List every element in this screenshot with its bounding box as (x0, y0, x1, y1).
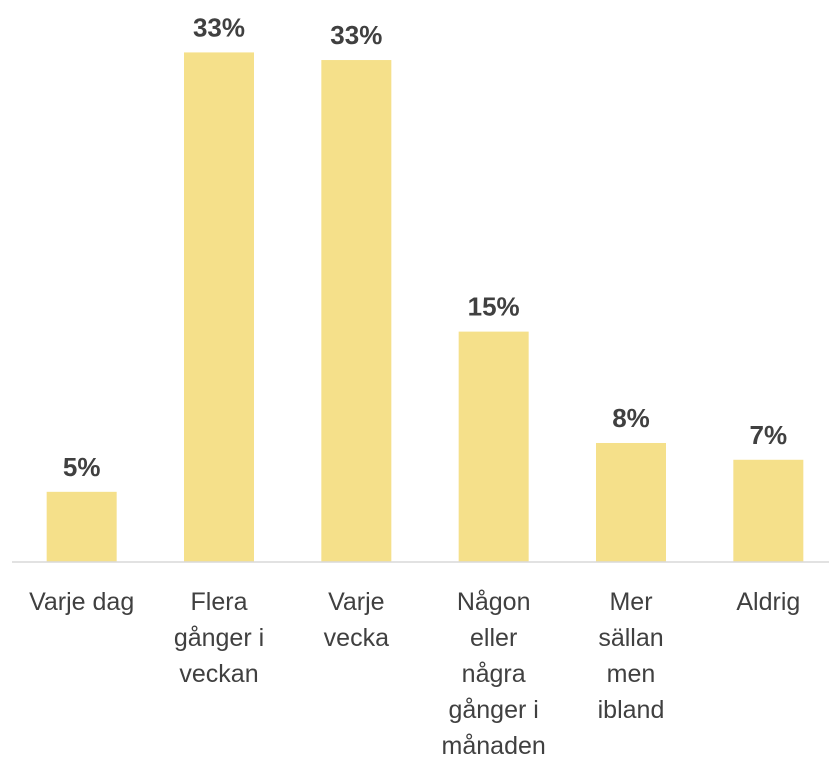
bar (321, 60, 392, 562)
x-tick-label: Flera gånger i veckan (173, 588, 265, 688)
bar (596, 442, 666, 562)
data-label: 15% (468, 292, 520, 322)
bar (46, 491, 117, 562)
x-tick-label: Varje dag (29, 588, 135, 616)
x-tick-label: Mer sällan men ibland (597, 588, 665, 724)
data-label: 33% (193, 12, 245, 42)
bar (733, 459, 804, 562)
data-label: 5% (63, 452, 101, 482)
x-tick-label: Någon eller några gånger i månaden (441, 588, 546, 759)
x-tick-label: Varje vecka (323, 588, 389, 652)
bar (458, 331, 529, 562)
data-label: 8% (612, 403, 650, 433)
data-label: 33% (330, 20, 382, 50)
bar (184, 52, 254, 562)
data-label: 7% (750, 420, 788, 450)
x-tick-label: Aldrig (736, 588, 801, 616)
